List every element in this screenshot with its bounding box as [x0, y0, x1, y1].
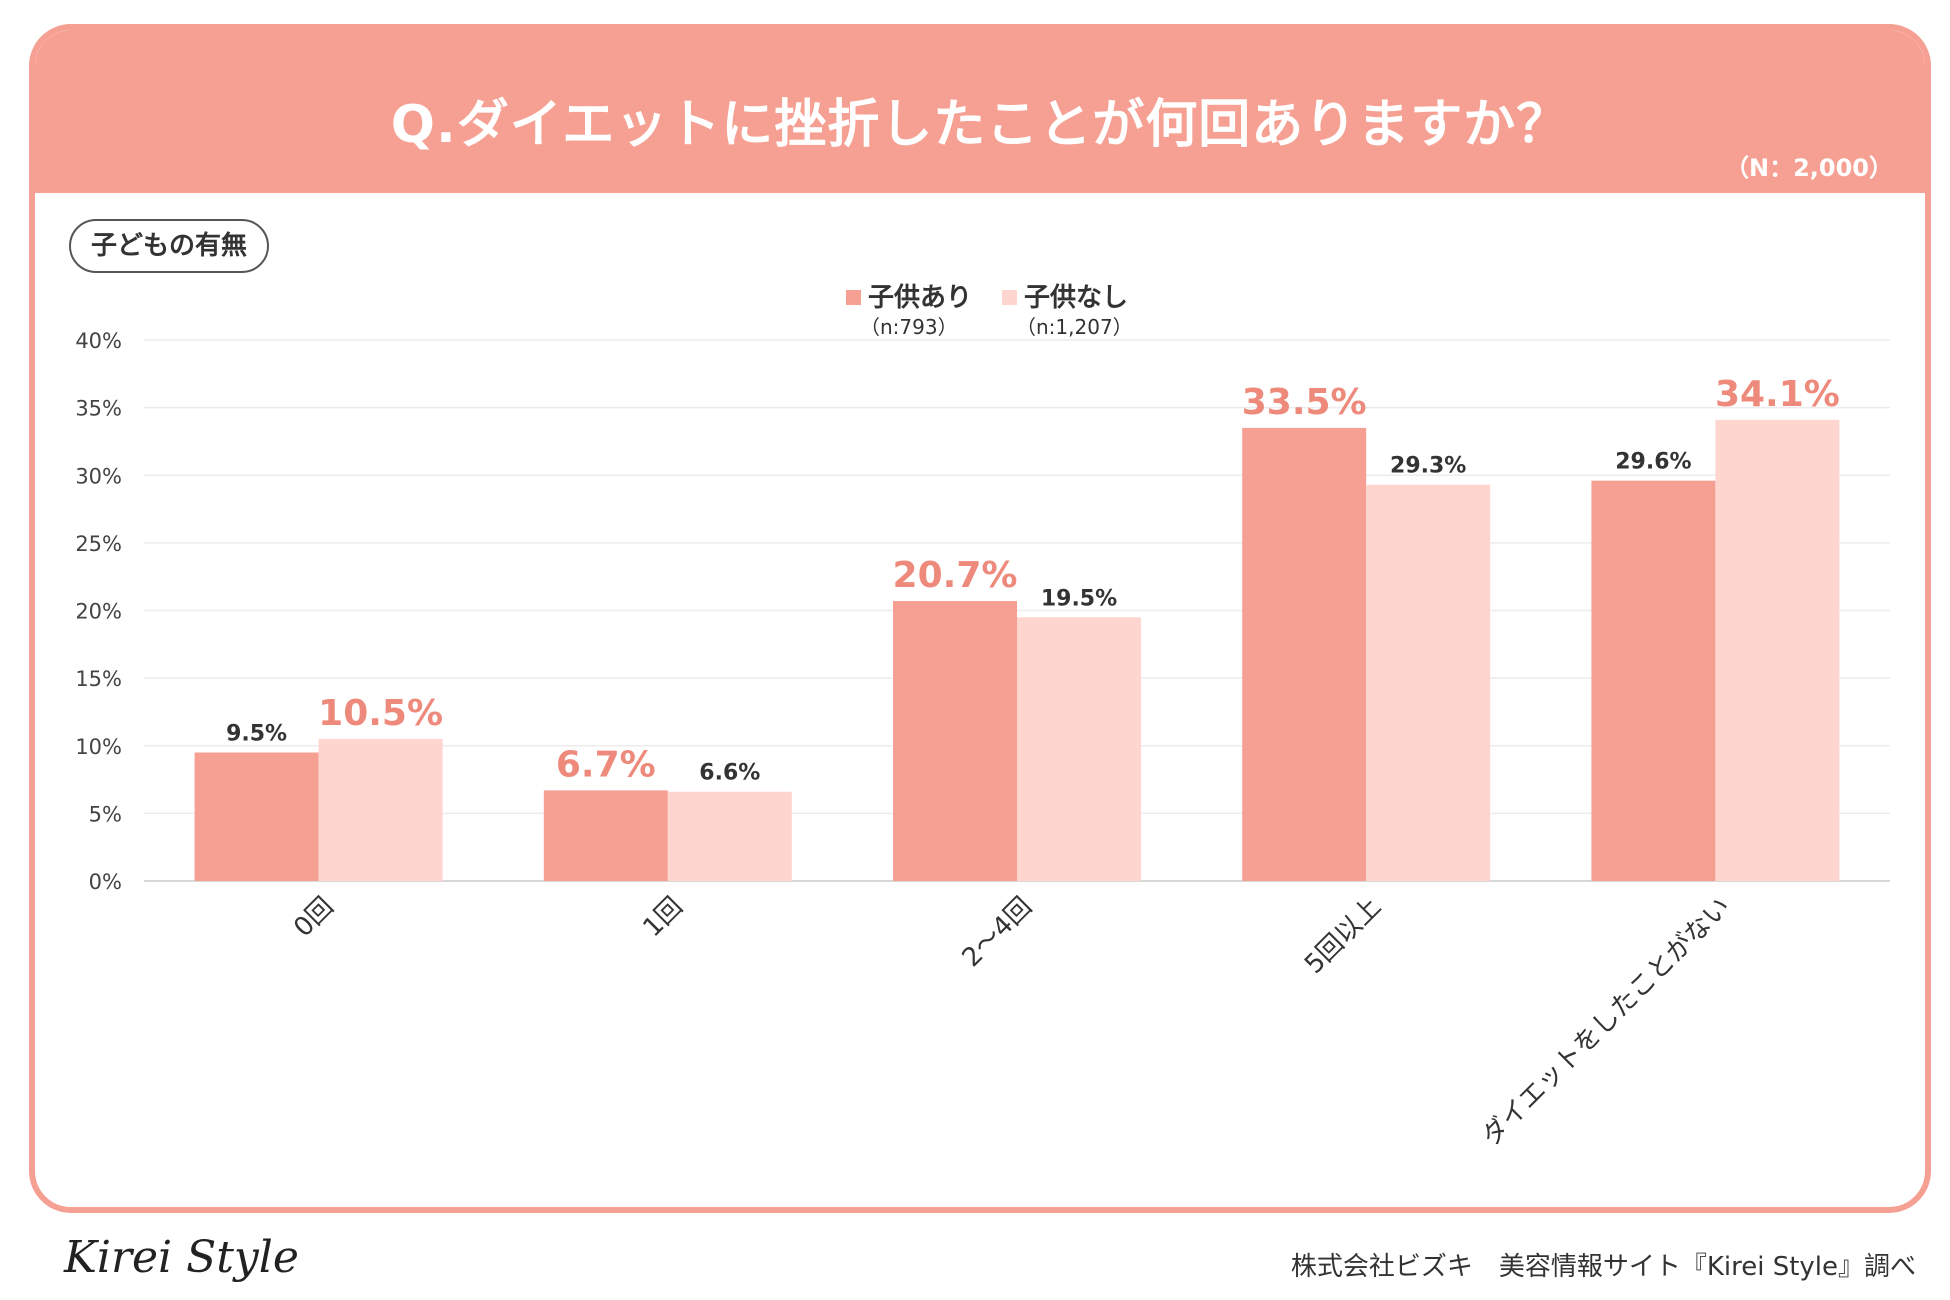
legend-swatch — [846, 290, 861, 305]
bar — [1242, 427, 1367, 881]
y-tick-label: 40% — [75, 329, 122, 353]
data-label: 10.5% — [318, 693, 443, 734]
data-label: 34.1% — [1715, 374, 1840, 415]
bar — [667, 791, 792, 881]
kirei-style-logo: Kirei Style — [64, 1232, 299, 1283]
data-label: 19.5% — [1041, 586, 1117, 611]
y-tick-label: 25% — [75, 532, 122, 556]
data-label: 6.6% — [699, 761, 760, 786]
chart-title: Q.ダイエットに挫折したことが何回ありますか？ — [390, 95, 1570, 155]
x-category-label: 0回 — [288, 892, 339, 943]
legend-sample-size: （n:1,207） — [1016, 315, 1133, 339]
bar — [194, 752, 319, 881]
legend-sample-size: （n:793） — [860, 315, 958, 339]
y-tick-label: 35% — [75, 397, 122, 421]
bar — [1715, 419, 1840, 881]
x-category-label: ダイエットをしたことがない — [1476, 892, 1736, 1152]
legend-swatch — [1002, 290, 1017, 305]
bar — [893, 601, 1017, 881]
y-tick-label: 0% — [89, 870, 122, 894]
y-tick-label: 30% — [75, 464, 122, 488]
segment-label: 子どもの有無 — [69, 219, 270, 273]
data-label: 33.5% — [1242, 382, 1367, 423]
legend-label: 子供なし — [1024, 283, 1128, 313]
survey-credit: 株式会社ビズキ 美容情報サイト『Kirei Style』調べ — [1290, 1252, 1916, 1282]
data-label: 29.3% — [1390, 454, 1466, 479]
y-tick-label: 20% — [75, 600, 122, 624]
y-tick-label: 10% — [75, 735, 122, 759]
data-label: 20.7% — [893, 555, 1018, 596]
x-category-label: 5回以上 — [1299, 892, 1387, 980]
y-tick-label: 5% — [89, 802, 122, 826]
data-label: 9.5% — [226, 722, 287, 747]
bar — [318, 738, 443, 881]
bar — [1017, 617, 1141, 881]
bar — [1366, 484, 1491, 881]
data-label: 29.6% — [1615, 450, 1691, 475]
x-category-label: 2～4回 — [957, 892, 1038, 973]
legend-label: 子供あり — [868, 283, 972, 313]
bar — [543, 790, 668, 881]
sample-size: （N：2,000） — [1725, 154, 1893, 182]
data-label: 6.7% — [556, 744, 656, 785]
x-category-label: 1回 — [637, 892, 688, 943]
title-banner: Q.ダイエットに挫折したことが何回ありますか？ （N：2,000） — [35, 30, 1925, 193]
bar — [1591, 480, 1716, 881]
y-tick-label: 15% — [75, 667, 122, 691]
